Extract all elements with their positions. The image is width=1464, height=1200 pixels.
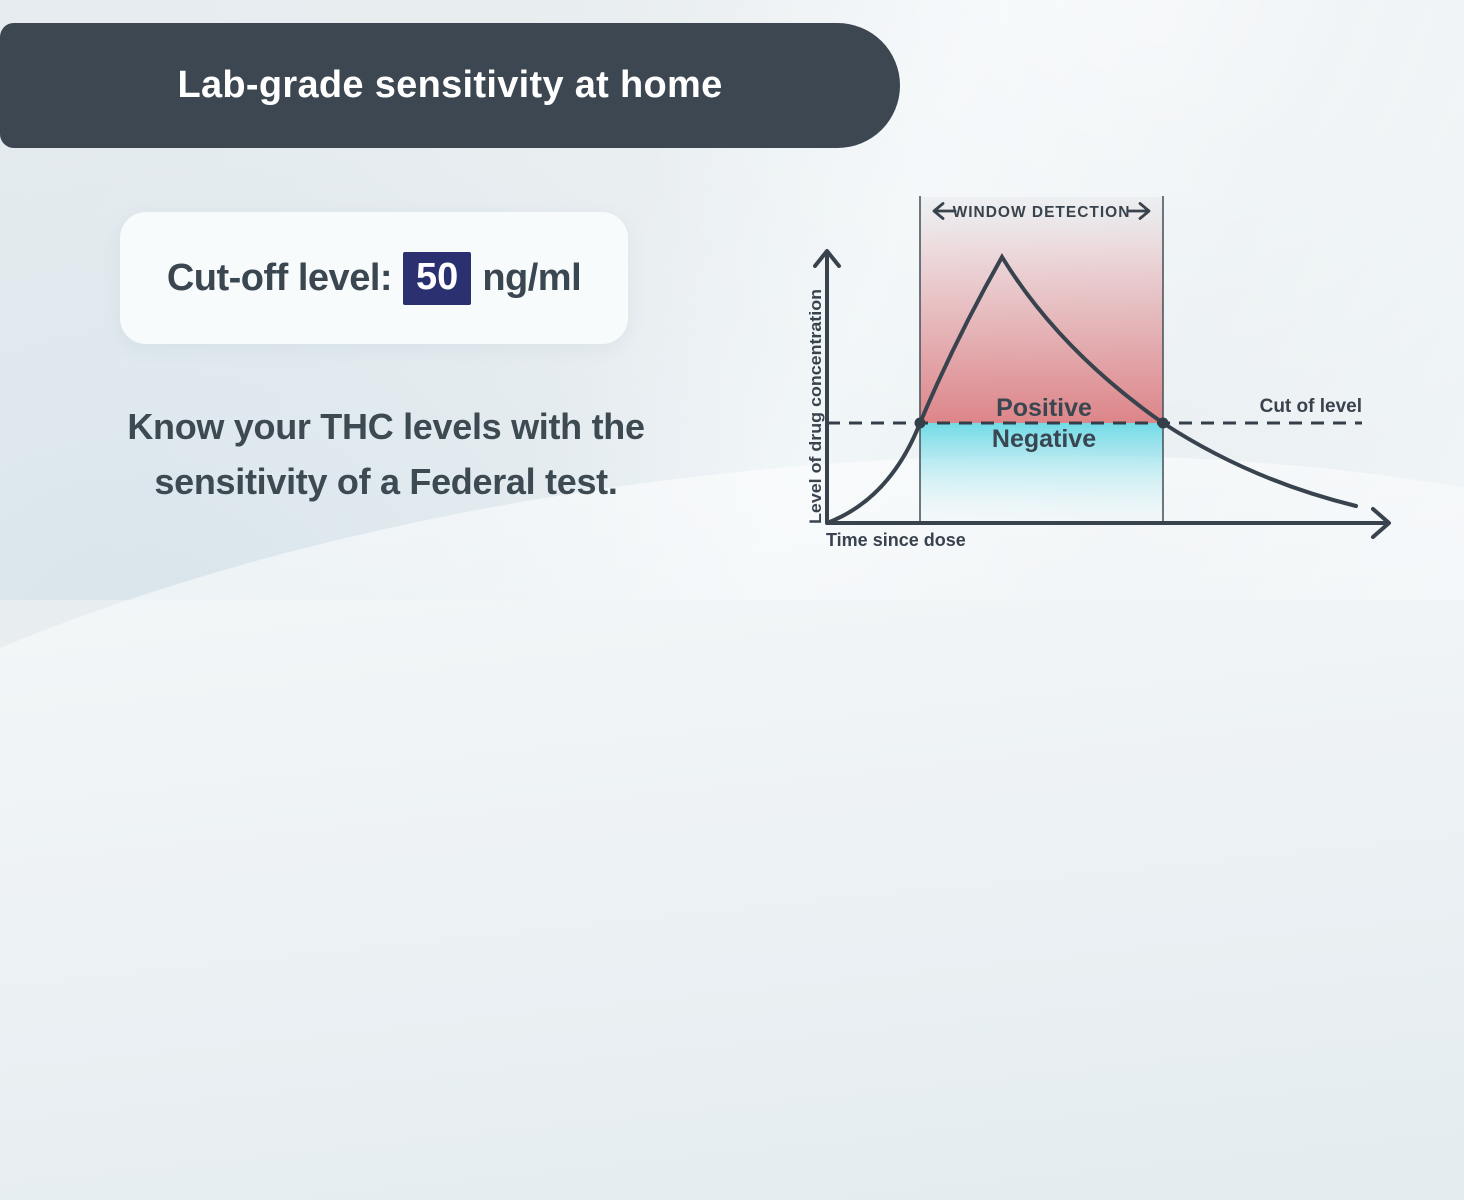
- x-axis-arrow-right-icon: [1371, 507, 1391, 539]
- cutoff-value-badge: 50: [403, 251, 472, 305]
- headline: Know your THC levels with the sensitivit…: [46, 399, 726, 509]
- negative-region: [920, 423, 1163, 523]
- window-start-dot: [914, 417, 926, 429]
- cutoff-unit: ng/ml: [482, 256, 582, 299]
- window-right-arrow-icon: [1126, 202, 1151, 220]
- window-left-arrow-icon: [932, 202, 957, 220]
- banner-title: Lab-grade sensitivity at home: [177, 64, 723, 106]
- concentration-chart: WINDOW DETECTION Cut of level Level of d…: [790, 180, 1430, 580]
- headline-line-2: sensitivity of a Federal test.: [154, 461, 618, 502]
- y-axis-label: Level of drug concentration: [806, 289, 825, 524]
- concentration-curve: [825, 253, 1358, 525]
- x-axis-label: Time since dose: [826, 530, 966, 550]
- cutoff-level-card: Cut-off level: 50 ng/ml: [120, 212, 628, 344]
- concentration-chart-svg: WINDOW DETECTION Cut of level Level of d…: [806, 196, 1391, 550]
- headline-line-1: Know your THC levels with the: [127, 406, 645, 447]
- negative-label: Negative: [992, 425, 1096, 453]
- header-banner: Lab-grade sensitivity at home: [0, 23, 900, 148]
- window-detection-label: WINDOW DETECTION: [953, 204, 1131, 221]
- positive-label: Positive: [996, 394, 1092, 422]
- cutoff-line-label: Cut of level: [1260, 396, 1362, 417]
- cutoff-label: Cut-off level:: [166, 256, 393, 299]
- window-end-dot: [1157, 417, 1169, 429]
- y-axis-arrow-up-icon: [813, 249, 841, 268]
